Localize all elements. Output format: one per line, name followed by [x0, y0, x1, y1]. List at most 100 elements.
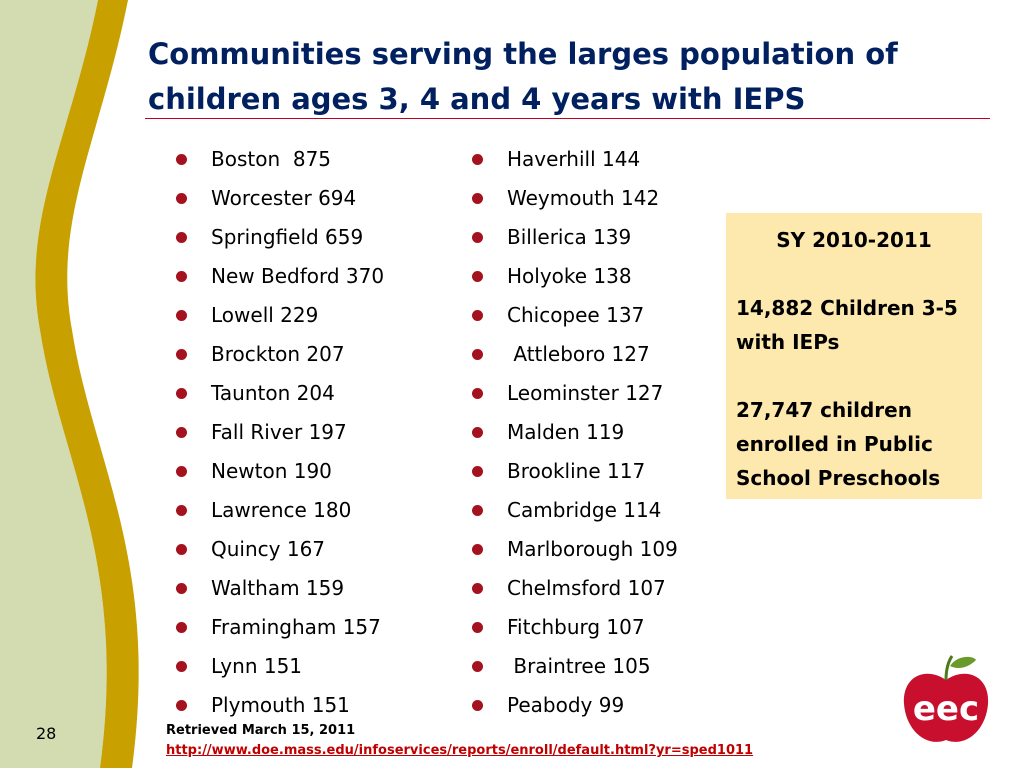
community-entry: Cambridge 114	[507, 498, 662, 522]
stat-preschool-enrollment: 27,747 children enrolled in Public Schoo…	[736, 393, 972, 495]
community-list-item: Brockton 207	[174, 335, 384, 374]
stat-line: with IEPs	[736, 330, 840, 354]
community-entry: Attleboro 127	[507, 342, 650, 366]
community-list-item: Newton 190	[174, 452, 384, 491]
stat-line: enrolled in Public	[736, 432, 933, 456]
community-entry: Peabody 99	[507, 693, 625, 717]
community-list-item: Fitchburg 107	[470, 608, 678, 647]
community-list-item: Chelmsford 107	[470, 569, 678, 608]
bullet-icon	[176, 154, 187, 165]
community-entry: Weymouth 142	[507, 186, 660, 210]
bullet-icon	[176, 622, 187, 633]
logo-text: eec	[913, 689, 979, 729]
community-entry: Braintree 105	[507, 654, 651, 678]
stat-children-with-ieps: 14,882 Children 3-5 with IEPs	[736, 291, 972, 359]
bullet-icon	[472, 622, 483, 633]
bullet-icon	[472, 466, 483, 477]
community-list-left: Boston 875 Worcester 694 Springfield 659 Ne…	[174, 140, 384, 725]
bullet-icon	[176, 232, 187, 243]
title-divider	[145, 118, 990, 119]
bullet-icon	[176, 544, 187, 555]
apple-icon	[903, 655, 989, 742]
bullet-icon	[176, 466, 187, 477]
community-entry: Chelmsford 107	[507, 576, 666, 600]
community-list-item: Malden 119	[470, 413, 678, 452]
community-entry: Brockton 207	[211, 342, 345, 366]
community-list-item: Braintree 105	[470, 647, 678, 686]
community-entry: Billerica 139	[507, 225, 632, 249]
community-list-item: Plymouth 151	[174, 686, 384, 725]
bullet-icon	[176, 271, 187, 282]
community-entry: Marlborough 109	[507, 537, 678, 561]
bullet-icon	[472, 661, 483, 672]
slide-title: Communities serving the larges populatio…	[148, 37, 898, 116]
community-entry: Newton 190	[211, 459, 332, 483]
community-entry: Fitchburg 107	[507, 615, 645, 639]
bullet-icon	[176, 427, 187, 438]
bullet-icon	[176, 388, 187, 399]
community-list-item: Worcester 694	[174, 179, 384, 218]
stats-callout-box: SY 2010-2011 14,882 Children 3-5 with IE…	[726, 213, 982, 499]
community-entry: Holyoke 138	[507, 264, 632, 288]
source-citation: Retrieved March 15, 2011 http://www.doe.…	[166, 721, 753, 761]
bullet-icon	[176, 193, 187, 204]
decorative-sidebar-stripes	[0, 0, 139, 768]
bullet-icon	[472, 505, 483, 516]
community-list-item: Chicopee 137	[470, 296, 678, 335]
community-entry: New Bedford 370	[211, 264, 385, 288]
community-list-item: Quincy 167	[174, 530, 384, 569]
stat-line: 14,882 Children 3-5	[736, 296, 958, 320]
stat-line: 27,747 children	[736, 398, 912, 422]
community-list-item: Lowell 229	[174, 296, 384, 335]
bullet-icon	[472, 310, 483, 321]
community-list-item: Billerica 139	[470, 218, 678, 257]
bullet-icon	[472, 388, 483, 399]
community-list-item: Marlborough 109	[470, 530, 678, 569]
community-list-item: Peabody 99	[470, 686, 678, 725]
community-list-item: Fall River 197	[174, 413, 384, 452]
community-list-right: Haverhill 144 Weymouth 142 Billerica 139 Ho…	[470, 140, 678, 725]
community-list-item: Lawrence 180	[174, 491, 384, 530]
community-entry: Lowell 229	[211, 303, 319, 327]
community-entry: Lynn 151	[211, 654, 303, 678]
community-list-item: Taunton 204	[174, 374, 384, 413]
bullet-icon	[176, 349, 187, 360]
bullet-icon	[472, 193, 483, 204]
bullet-icon	[472, 427, 483, 438]
community-list-item: Holyoke 138	[470, 257, 678, 296]
community-entry: Haverhill 144	[507, 147, 641, 171]
eec-logo: eec	[903, 655, 989, 742]
community-list-item: Brookline 117	[470, 452, 678, 491]
bullet-icon	[176, 661, 187, 672]
stat-line: School Preschools	[736, 466, 941, 490]
community-entry: Taunton 204	[211, 381, 335, 405]
bullet-icon	[472, 271, 483, 282]
community-list-item: Haverhill 144	[470, 140, 678, 179]
community-list-item: Leominster 127	[470, 374, 678, 413]
community-entry: Springfield 659	[211, 225, 364, 249]
source-link[interactable]: http://www.doe.mass.edu/infoservices/rep…	[166, 743, 754, 758]
community-list-item: Boston 875	[174, 140, 384, 179]
bullet-icon	[472, 349, 483, 360]
community-entry: Leominster 127	[507, 381, 664, 405]
bullet-icon	[176, 583, 187, 594]
community-entry: Framingham 157	[211, 615, 381, 639]
community-list-item: New Bedford 370	[174, 257, 384, 296]
bullet-icon	[472, 544, 483, 555]
bullet-icon	[176, 700, 187, 711]
community-list-item: Springfield 659	[174, 218, 384, 257]
bullet-icon	[472, 232, 483, 243]
community-entry: Quincy 167	[211, 537, 326, 561]
community-list-item: Cambridge 114	[470, 491, 678, 530]
community-list-item: Lynn 151	[174, 647, 384, 686]
community-entry: Malden 119	[507, 420, 625, 444]
slide-number: 28	[36, 724, 57, 743]
community-entry: Plymouth 151	[211, 693, 350, 717]
community-list-item: Attleboro 127	[470, 335, 678, 374]
bullet-icon	[176, 310, 187, 321]
community-list-item: Weymouth 142	[470, 179, 678, 218]
stats-heading: SY 2010-2011	[776, 228, 932, 252]
community-entry: Boston 875	[211, 147, 332, 171]
community-entry: Fall River 197	[211, 420, 347, 444]
community-entry: Lawrence 180	[211, 498, 352, 522]
